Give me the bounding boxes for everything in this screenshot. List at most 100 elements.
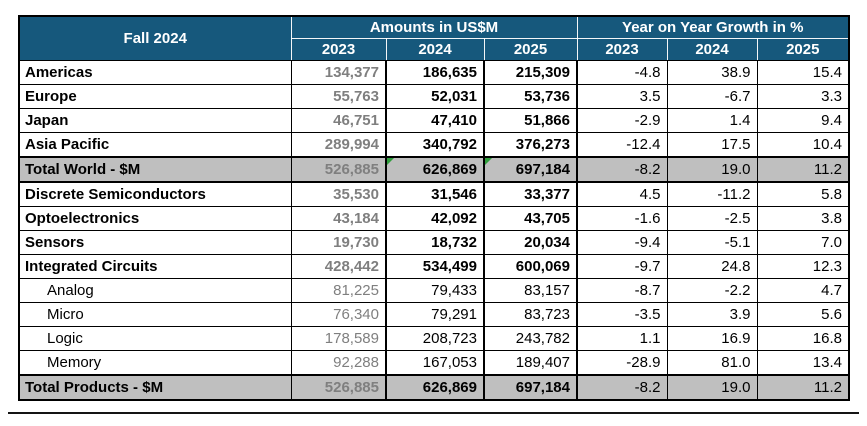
- amount-cell-2023: 35,530: [290, 181, 387, 207]
- amount-cell-2025: 215,309: [483, 60, 578, 85]
- growth-cell-2023: -12.4: [576, 132, 668, 158]
- table-row: Integrated Circuits 428,442 534,499 600,069…: [18, 254, 850, 279]
- amount-cell-2023: 55,763: [290, 84, 387, 109]
- growth-cell-2025: 3.8: [756, 206, 850, 231]
- growth-year-2024-header: 2024: [666, 38, 758, 61]
- growth-cell-2025: 11.2: [756, 374, 850, 401]
- amount-cell-2024: 52,031: [385, 84, 485, 109]
- amount-cell-2023: 526,885: [290, 156, 387, 183]
- table-title-cell: Fall 2024: [18, 15, 292, 61]
- header-group-row: Fall 2024 Amounts in US$M Year on Year G…: [18, 15, 850, 61]
- growth-cell-2025: 5.6: [756, 302, 850, 327]
- growth-cell-2025: 16.8: [756, 326, 850, 351]
- amount-cell-2025: 33,377: [483, 181, 578, 207]
- amount-cell-2024: 186,635: [385, 60, 485, 85]
- amount-cell-2024: 42,092: [385, 206, 485, 231]
- forecast-table-container: Fall 2024 Amounts in US$M Year on Year G…: [18, 15, 850, 401]
- row-label: Europe: [18, 84, 292, 109]
- growth-cell-2025: 13.4: [756, 350, 850, 376]
- growth-cell-2024: 19.0: [666, 156, 758, 183]
- amount-cell-2024: 18,732: [385, 230, 485, 255]
- amount-cell-2023: 178,589: [290, 326, 387, 351]
- table-row: Total World - $M 526,885 626,869 697,184 -8.…: [18, 156, 850, 183]
- growth-cell-2024: 19.0: [666, 374, 758, 401]
- amount-cell-2025: 83,723: [483, 302, 578, 327]
- growth-cell-2025: 12.3: [756, 254, 850, 279]
- growth-cell-2025: 9.4: [756, 108, 850, 133]
- amount-cell-2024: 47,410: [385, 108, 485, 133]
- row-label: Americas: [18, 60, 292, 85]
- row-label: Logic: [18, 326, 292, 351]
- growth-cell-2025: 11.2: [756, 156, 850, 183]
- growth-cell-2024: 81.0: [666, 350, 758, 376]
- growth-cell-2024: -2.2: [666, 278, 758, 303]
- growth-cell-2023: -8.2: [576, 156, 668, 183]
- growth-cell-2024: 1.4: [666, 108, 758, 133]
- table-row: Sensors 19,730 18,732 20,034 -9.4 -5.1 7.0: [18, 230, 850, 255]
- amount-cell-2023: 289,994: [290, 132, 387, 158]
- growth-cell-2023: -1.6: [576, 206, 668, 231]
- amount-cell-2023: 81,225: [290, 278, 387, 303]
- growth-cell-2024: -11.2: [666, 181, 758, 207]
- amount-cell-2024: 208,723: [385, 326, 485, 351]
- growth-cell-2024: 38.9: [666, 60, 758, 85]
- growth-cell-2023: -8.7: [576, 278, 668, 303]
- amount-cell-2025: 83,157: [483, 278, 578, 303]
- amount-cell-2023: 46,751: [290, 108, 387, 133]
- semiconductor-forecast-table: Fall 2024 Amounts in US$M Year on Year G…: [18, 15, 850, 401]
- table-row: Asia Pacific 289,994 340,792 376,273 -12.4 17…: [18, 132, 850, 158]
- growth-cell-2023: -8.2: [576, 374, 668, 401]
- growth-cell-2024: 16.9: [666, 326, 758, 351]
- growth-cell-2025: 15.4: [756, 60, 850, 85]
- amount-cell-2024: 167,053: [385, 350, 485, 376]
- amount-cell-2023: 428,442: [290, 254, 387, 279]
- growth-cell-2023: -9.4: [576, 230, 668, 255]
- growth-cell-2023: -2.9: [576, 108, 668, 133]
- growth-cell-2023: -9.7: [576, 254, 668, 279]
- growth-cell-2023: 4.5: [576, 181, 668, 207]
- growth-cell-2023: 3.5: [576, 84, 668, 109]
- amount-cell-2024: 79,433: [385, 278, 485, 303]
- growth-cell-2024: 24.8: [666, 254, 758, 279]
- amount-cell-2023: 134,377: [290, 60, 387, 85]
- row-label: Micro: [18, 302, 292, 327]
- table-row: Logic 178,589 208,723 243,782 1.1 16.9 16.8: [18, 326, 850, 351]
- growth-cell-2025: 5.8: [756, 181, 850, 207]
- table-row: Total Products - $M 526,885 626,869 697,184…: [18, 374, 850, 401]
- row-label: Discrete Semiconductors: [18, 181, 292, 207]
- table-row: Micro 76,340 79,291 83,723 -3.5 3.9 5.6: [18, 302, 850, 327]
- growth-cell-2025: 7.0: [756, 230, 850, 255]
- growth-cell-2025: 3.3: [756, 84, 850, 109]
- growth-cell-2024: -2.5: [666, 206, 758, 231]
- row-label: Asia Pacific: [18, 132, 292, 158]
- amount-cell-2024-flagged: 626,869: [385, 156, 485, 183]
- growth-cell-2024: -6.7: [666, 84, 758, 109]
- row-label: Memory: [18, 350, 292, 376]
- row-label: Analog: [18, 278, 292, 303]
- table-body: Americas 134,377 186,635 215,309 -4.8 38.9 15.…: [18, 60, 850, 401]
- amount-cell-2025: 376,273: [483, 132, 578, 158]
- amount-cell-2023: 76,340: [290, 302, 387, 327]
- growth-year-2025-header: 2025: [756, 38, 850, 61]
- header-year-row: 2023 2024 2025 2023 2024 2025: [19, 38, 850, 61]
- growth-cell-2024: 3.9: [666, 302, 758, 327]
- amounts-year-2025-header: 2025: [483, 38, 578, 61]
- row-label: Optoelectronics: [18, 206, 292, 231]
- table-row: Americas 134,377 186,635 215,309 -4.8 38.9 15.…: [18, 60, 850, 85]
- row-label: Sensors: [18, 230, 292, 255]
- amounts-year-2024-header: 2024: [385, 38, 485, 61]
- amount-cell-2025: 189,407: [483, 350, 578, 376]
- amounts-year-2023-header: 2023: [290, 38, 387, 61]
- table-row: Europe 55,763 52,031 53,736 3.5 -6.7 3.3: [18, 84, 850, 109]
- amount-cell-2024: 31,546: [385, 181, 485, 207]
- row-label: Total Products - $M: [18, 374, 292, 401]
- row-label: Japan: [18, 108, 292, 133]
- row-label: Integrated Circuits: [18, 254, 292, 279]
- amount-cell-2025: 243,782: [483, 326, 578, 351]
- growth-year-2023-header: 2023: [576, 38, 668, 61]
- amount-cell-2025: 43,705: [483, 206, 578, 231]
- table-row: Discrete Semiconductors 35,530 31,546 33,37…: [18, 181, 850, 207]
- table-row: Memory 92,288 167,053 189,407 -28.9 81.0 13.4: [18, 350, 850, 376]
- amount-cell-2024: 79,291: [385, 302, 485, 327]
- growth-group-header: Year on Year Growth in %: [576, 15, 850, 39]
